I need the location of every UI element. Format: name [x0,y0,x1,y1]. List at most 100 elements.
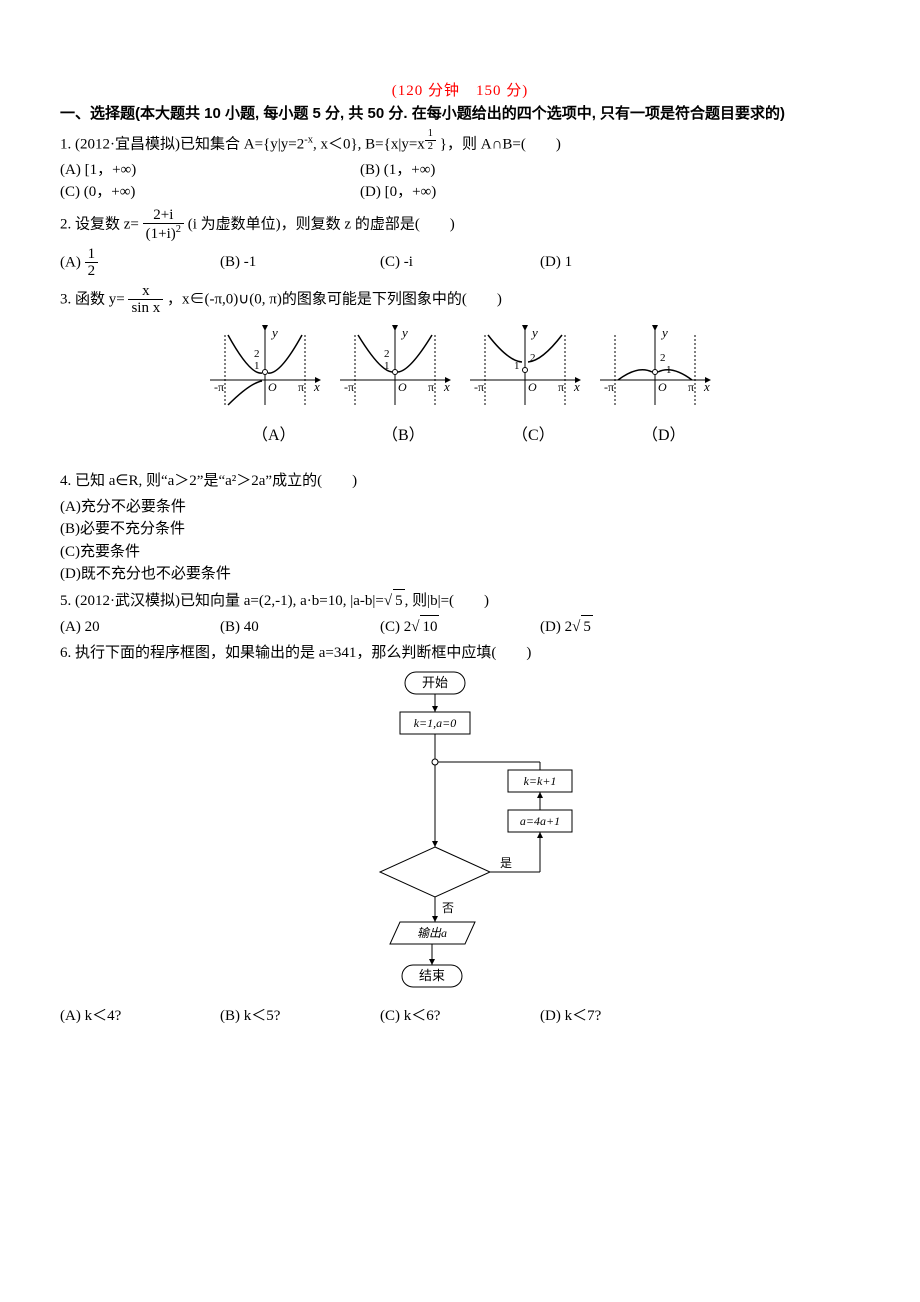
q2-text-2: (i 为虚数单位)，则复数 z 的虚部是( ) [188,216,455,232]
q5-options: (A) 20 (B) 40 (C) 2√10 (D) 2√5 [60,615,860,639]
label-d: （D） [642,426,686,444]
flow-start: 开始 [422,675,448,690]
q2-opt-c: (C) -i [380,251,500,274]
q2-options: (A) 12 (B) -1 (C) -i (D) 1 [60,246,860,280]
q2-opt-b: (B) -1 [220,251,340,274]
q2-den: (1+i)2 [143,224,184,243]
tick2: 2 [384,348,390,360]
axis-y: y [400,325,408,340]
question-4: 4. 已知 a∈R, 则“a＞2”是“a²＞2a”成立的( ) [60,470,860,493]
q5-text-1: 5. (2012·武汉模拟)已知向量 a=(2,-1), a·b=10, |a-… [60,593,384,609]
q3-text-2: ，x∈(-π,0)∪(0, π)的图象可能是下列图象中的( ) [167,291,502,307]
q1-opt-d: (D) [0，+∞) [360,181,540,204]
flow-upd: a=4a+1 [520,814,560,828]
flow-inc: k=k+1 [524,774,557,788]
flow-no: 否 [442,901,454,915]
tick1: 1 [666,364,672,376]
q1-opt-b: (B) (1，+∞) [360,159,540,182]
tick2: 2 [530,352,536,364]
pi: π [428,380,434,394]
negpi: -π [474,380,484,394]
label-b: （B） [382,426,425,444]
q1-half-d: 2 [425,141,436,153]
question-5: 5. (2012·武汉模拟)已知向量 a=(2,-1), a·b=10, |a-… [60,589,860,613]
q4-opt-b: (B)必要不充分条件 [60,518,860,541]
negpi: -π [604,380,614,394]
flow-out: 输出a [417,926,447,940]
question-3: 3. 函数 y= x sin x ，x∈(-π,0)∪(0, π)的图象可能是下… [60,283,860,317]
q2-a-n: 1 [85,246,99,264]
question-1: 1. (2012·宜昌模拟)已知集合 A={y|y=2-x, x＜0}, B={… [60,128,860,156]
q5-c-pre: (C) 2 [380,619,411,635]
question-6: 6. 执行下面的程序框图，如果输出的是 a=341，那么判断框中应填( ) [60,642,860,665]
q1-half-exp: 12 [425,134,436,145]
axis-x: x [313,379,320,394]
label-c: （C） [512,426,555,444]
tick1: 1 [384,360,390,372]
q4-opt-d: (D)既不充分也不必要条件 [60,563,860,586]
q5-text-2: , 则|b|=( ) [405,593,489,609]
q3-fraction: x sin x [128,283,163,317]
axis-y: y [270,325,278,340]
q4-opt-c: (C)充要条件 [60,541,860,564]
q1-half-n: 1 [425,128,436,141]
q1-text-1: 1. (2012·宜昌模拟)已知集合 A={y|y=2 [60,136,304,152]
flowchart-svg: 开始 k=1,a=0 是 a=4a+1 k=k+1 否 输出a 结束 [330,667,590,997]
axis-x: x [573,379,580,394]
q5-d-sqrt: 5 [581,615,593,639]
q1-x: x [417,136,425,152]
section-1-heading: 一、选择题(本大题共 10 小题, 每小题 5 分, 共 50 分. 在每小题给… [60,103,860,126]
question-2: 2. 设复数 z= 2+i (1+i)2 (i 为虚数单位)，则复数 z 的虚部… [60,207,860,243]
origin: O [528,380,537,394]
q3-text-1: 3. 函数 y= [60,291,125,307]
flow-init: k=1,a=0 [414,716,457,730]
axis-y: y [660,325,668,340]
q5-opt-a: (A) 20 [60,616,180,639]
axis-x: x [443,379,450,394]
q5-c-sqrt: 10 [420,615,439,639]
tick2: 2 [254,348,260,360]
flow-yes: 是 [500,856,512,870]
q6-opt-b: (B) k＜5? [220,1005,340,1028]
q1-options-2: (C) (0，+∞) (D) [0，+∞) [60,181,860,204]
q1-text-3: }，则 A∩B=( ) [436,136,561,152]
q2-a-pre: (A) [60,254,85,270]
q2-text-1: 2. 设复数 z= [60,216,139,232]
q6-options: (A) k＜4? (B) k＜5? (C) k＜6? (D) k＜7? [60,1005,860,1028]
axis-y: y [530,325,538,340]
q1-text-2: , x＜0}, B={x|y= [313,136,417,152]
q2-fraction: 2+i (1+i)2 [143,207,184,243]
q2-opt-a: (A) 12 [60,246,180,280]
q5-opt-d: (D) 2√5 [540,615,660,639]
exam-header: (120 分钟 150 分) [60,80,860,103]
q1-opt-a: (A) [1，+∞) [60,159,360,182]
q6-opt-c: (C) k＜6? [380,1005,500,1028]
q2-den-exp: 2 [176,224,181,235]
q3-den: sin x [128,300,163,317]
q2-num: 2+i [143,207,184,225]
label-a: （A） [252,426,296,444]
negpi: -π [214,380,224,394]
q1-options: (A) [1，+∞) (B) (1，+∞) [60,159,860,182]
q5-opt-c: (C) 2√10 [380,615,500,639]
origin: O [658,380,667,394]
q2-opt-d: (D) 1 [540,251,660,274]
pi: π [688,380,694,394]
negpi: -π [344,380,354,394]
tick1: 1 [254,360,260,372]
q5-sqrt: 5 [393,589,405,613]
q2-a-d: 2 [85,263,99,280]
tick2: 2 [660,352,666,364]
q3-graph-row: y x 2 1 -π π O （A） y x 2 1 -π π O （B） [60,325,860,463]
pi: π [558,380,564,394]
q3-graphs: y x 2 1 -π π O （A） y x 2 1 -π π O （B） [200,325,720,455]
q4-opt-a: (A)充分不必要条件 [60,496,860,519]
axis-x: x [703,379,710,394]
flowchart: 开始 k=1,a=0 是 a=4a+1 k=k+1 否 输出a 结束 [60,667,860,1005]
q5-d-pre: (D) 2 [540,619,572,635]
flow-end: 结束 [419,968,445,983]
q2-den-base: (1+i) [146,226,176,242]
q1-exp: -x [304,134,313,145]
pi: π [298,380,304,394]
origin: O [398,380,407,394]
